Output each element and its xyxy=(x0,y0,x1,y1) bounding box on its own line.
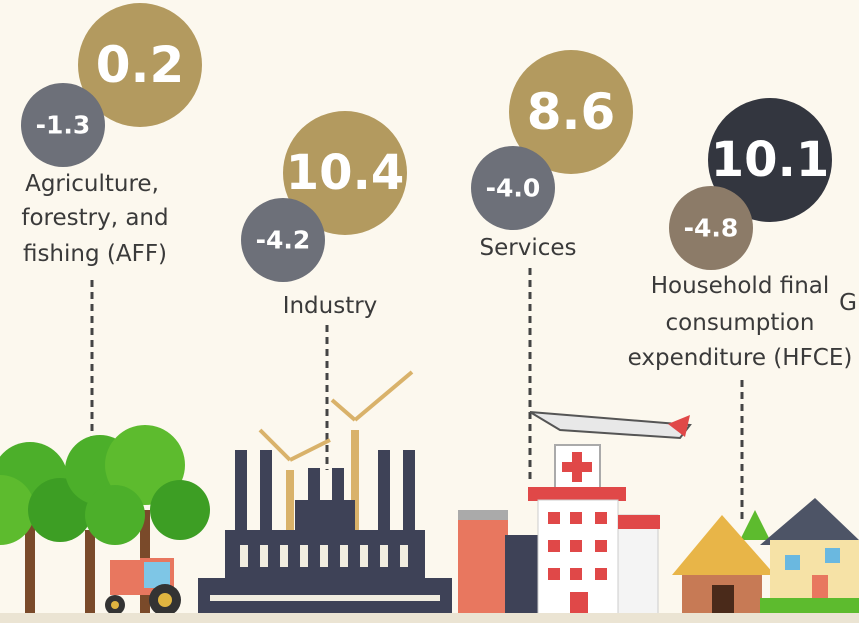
factory-illustration xyxy=(198,370,452,618)
previous-value: -4.8 xyxy=(684,214,739,243)
previous-circle xyxy=(241,198,325,282)
sector-label: Services xyxy=(480,235,577,261)
ground xyxy=(0,613,859,623)
current-value: 10.1 xyxy=(711,132,829,188)
current-value: 10.4 xyxy=(286,145,404,201)
sector-label: consumption xyxy=(666,310,815,336)
previous-value: -4.2 xyxy=(256,226,311,255)
previous-circle xyxy=(471,146,555,230)
farm-illustration xyxy=(0,425,210,616)
sector-label: Household final xyxy=(651,273,830,299)
city-illustration xyxy=(458,411,692,621)
current-circle xyxy=(708,98,832,222)
sector-label: expenditure (HFCE) xyxy=(628,345,853,371)
current-value: 8.6 xyxy=(527,83,616,141)
previous-circle xyxy=(21,83,105,167)
sector-label: Industry xyxy=(283,293,378,319)
previous-circle xyxy=(669,186,753,270)
current-circle xyxy=(78,3,202,127)
current-value: 0.2 xyxy=(96,36,185,94)
current-circle xyxy=(509,50,633,174)
houses-illustration xyxy=(672,498,859,615)
sector-label: fishing (AFF) xyxy=(23,241,167,267)
partial-label: G xyxy=(839,290,857,316)
previous-value: -1.3 xyxy=(36,111,91,140)
previous-value: -4.0 xyxy=(486,174,541,203)
current-circle xyxy=(283,111,407,235)
sector-label: forestry, and xyxy=(21,205,168,231)
sector-label: Agriculture, xyxy=(25,171,159,197)
